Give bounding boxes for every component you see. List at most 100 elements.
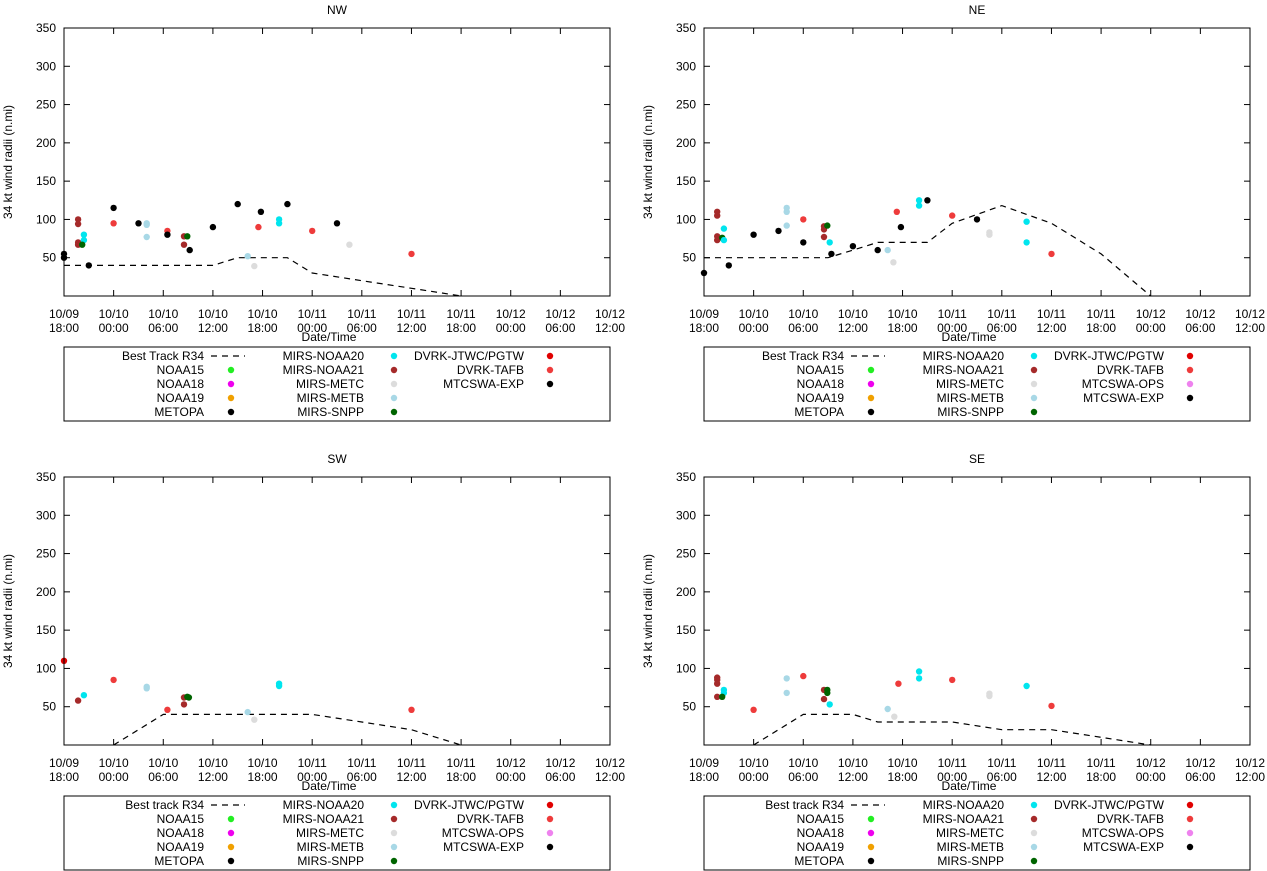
legend-dot-symbol <box>1186 829 1194 837</box>
legend-dot-symbol <box>390 815 398 823</box>
data-point <box>714 212 721 219</box>
legend-dot-symbol <box>227 843 235 851</box>
data-point <box>915 668 923 675</box>
data-point <box>893 208 900 215</box>
legend-label: DVRK-JTWC/PGTW <box>414 349 525 363</box>
legend-dot-symbol <box>227 815 235 823</box>
best-track-line <box>113 713 462 746</box>
y-tick-label: 50 <box>43 251 57 265</box>
x-tick-label-time: 00:00 <box>297 321 327 335</box>
y-tick-label: 200 <box>676 585 696 599</box>
x-tick-label-date: 10/11 <box>397 756 426 770</box>
x-tick-label-time: 12:00 <box>595 321 625 335</box>
legend-dot-symbol <box>867 815 875 823</box>
x-tick-label-time: 06:00 <box>148 770 178 784</box>
data-point <box>884 705 891 713</box>
y-tick-label: 150 <box>676 174 696 188</box>
legend-dot-symbol <box>1186 394 1194 402</box>
legend-label: NOAA18 <box>157 826 205 840</box>
chart-panel-se: SE 350 300 250 200 150 100 50 34 kt wind radii (… <box>641 452 1265 871</box>
legend-frame <box>703 795 1251 871</box>
data-point <box>783 689 790 697</box>
legend-label: MIRS-SNPP <box>297 854 364 868</box>
data-point <box>333 220 341 227</box>
x-tick-label-time: 00:00 <box>1136 770 1166 784</box>
legend-label: NOAA18 <box>157 377 205 391</box>
x-tick-label-time: 06:00 <box>987 321 1017 335</box>
y-tick-label: 200 <box>36 585 56 599</box>
x-tick-label-time: 06:00 <box>347 321 377 335</box>
data-point <box>750 231 757 238</box>
x-tick-label-date: 10/10 <box>739 756 769 770</box>
x-tick-label-date: 10/11 <box>987 756 1016 770</box>
legend-dot-symbol <box>227 366 235 374</box>
legend-label: MIRS-NOAA21 <box>923 812 1005 826</box>
data-point <box>184 233 191 240</box>
legend-frame <box>703 346 1251 422</box>
data-point <box>826 239 833 246</box>
x-axis-label: Date/Time <box>942 330 997 344</box>
data-point <box>185 694 193 701</box>
x-tick-label-time: 06:00 <box>987 770 1017 784</box>
legend-dot-symbol <box>867 829 875 837</box>
x-tick-label-date: 10/10 <box>248 307 278 321</box>
legend-label: MIRS-NOAA20 <box>923 349 1005 363</box>
legend-label: NOAA15 <box>797 812 845 826</box>
plot-frame <box>63 27 611 297</box>
legend-label: DVRK-JTWC/PGTW <box>414 798 525 812</box>
x-tick-label-date: 10/11 <box>1087 307 1116 321</box>
x-tick-label-time: 12:00 <box>1235 770 1265 784</box>
legend-label: DVRK-TAFB <box>457 812 524 826</box>
x-tick-label-date: 10/09 <box>49 307 79 321</box>
data-point <box>714 236 721 244</box>
legend-label: Best track R34 <box>765 798 844 812</box>
data-point <box>244 253 251 260</box>
data-point <box>85 262 93 269</box>
data-point <box>309 227 316 235</box>
x-tick-label-time: 00:00 <box>496 321 526 335</box>
x-tick-label-time: 06:00 <box>1185 321 1215 335</box>
legend-label: MIRS-SNPP <box>297 405 364 419</box>
legend-dot-symbol <box>227 394 235 402</box>
x-tick-label-date: 10/12 <box>595 307 625 321</box>
y-tick-label: 150 <box>676 623 696 637</box>
x-tick-label-date: 10/11 <box>987 307 1016 321</box>
best-track-line <box>753 713 1151 746</box>
legend-dot-symbol <box>546 843 554 851</box>
legend-label: NOAA19 <box>797 840 845 854</box>
x-tick-label-time: 06:00 <box>545 321 575 335</box>
legend-label: MTCSWA-EXP <box>443 840 524 854</box>
x-tick-label-date: 10/10 <box>148 756 178 770</box>
x-tick-label-date: 10/12 <box>496 307 526 321</box>
y-tick-label: 200 <box>36 136 56 150</box>
legend-label: Best track R34 <box>125 798 204 812</box>
data-point <box>720 236 728 244</box>
data-point <box>180 241 188 248</box>
legend-label: MIRS-NOAA20 <box>923 798 1005 812</box>
legend-dot-symbol <box>1186 815 1194 823</box>
legend-label: MIRS-METC <box>936 826 1004 840</box>
x-tick-label-time: 06:00 <box>788 770 818 784</box>
x-tick-label-date: 10/09 <box>689 756 719 770</box>
chart-panel-nw: NW 350 300 250 200 150 100 50 34 kt wind radii (… <box>1 3 625 422</box>
data-point <box>74 220 82 228</box>
legend-label: MIRS-SNPP <box>937 854 1004 868</box>
x-tick-label-time: 00:00 <box>739 321 769 335</box>
data-point <box>915 675 923 682</box>
legend-dot-symbol <box>546 829 554 837</box>
legend-label: MTCSWA-OPS <box>1082 826 1164 840</box>
y-axis-label: 34 kt wind radii (n.mi) <box>641 554 655 668</box>
legend-dot-symbol <box>1030 815 1038 823</box>
legend-label: MTCSWA-EXP <box>443 377 524 391</box>
legend-dot-symbol <box>390 380 398 388</box>
x-tick-label-time: 12:00 <box>1235 321 1265 335</box>
data-point <box>408 250 415 258</box>
x-tick-label-date: 10/11 <box>938 756 967 770</box>
legend-dot-symbol <box>546 815 554 823</box>
data-point <box>275 682 283 690</box>
legend-label: MIRS-NOAA20 <box>283 798 365 812</box>
y-tick-label: 350 <box>676 470 696 484</box>
